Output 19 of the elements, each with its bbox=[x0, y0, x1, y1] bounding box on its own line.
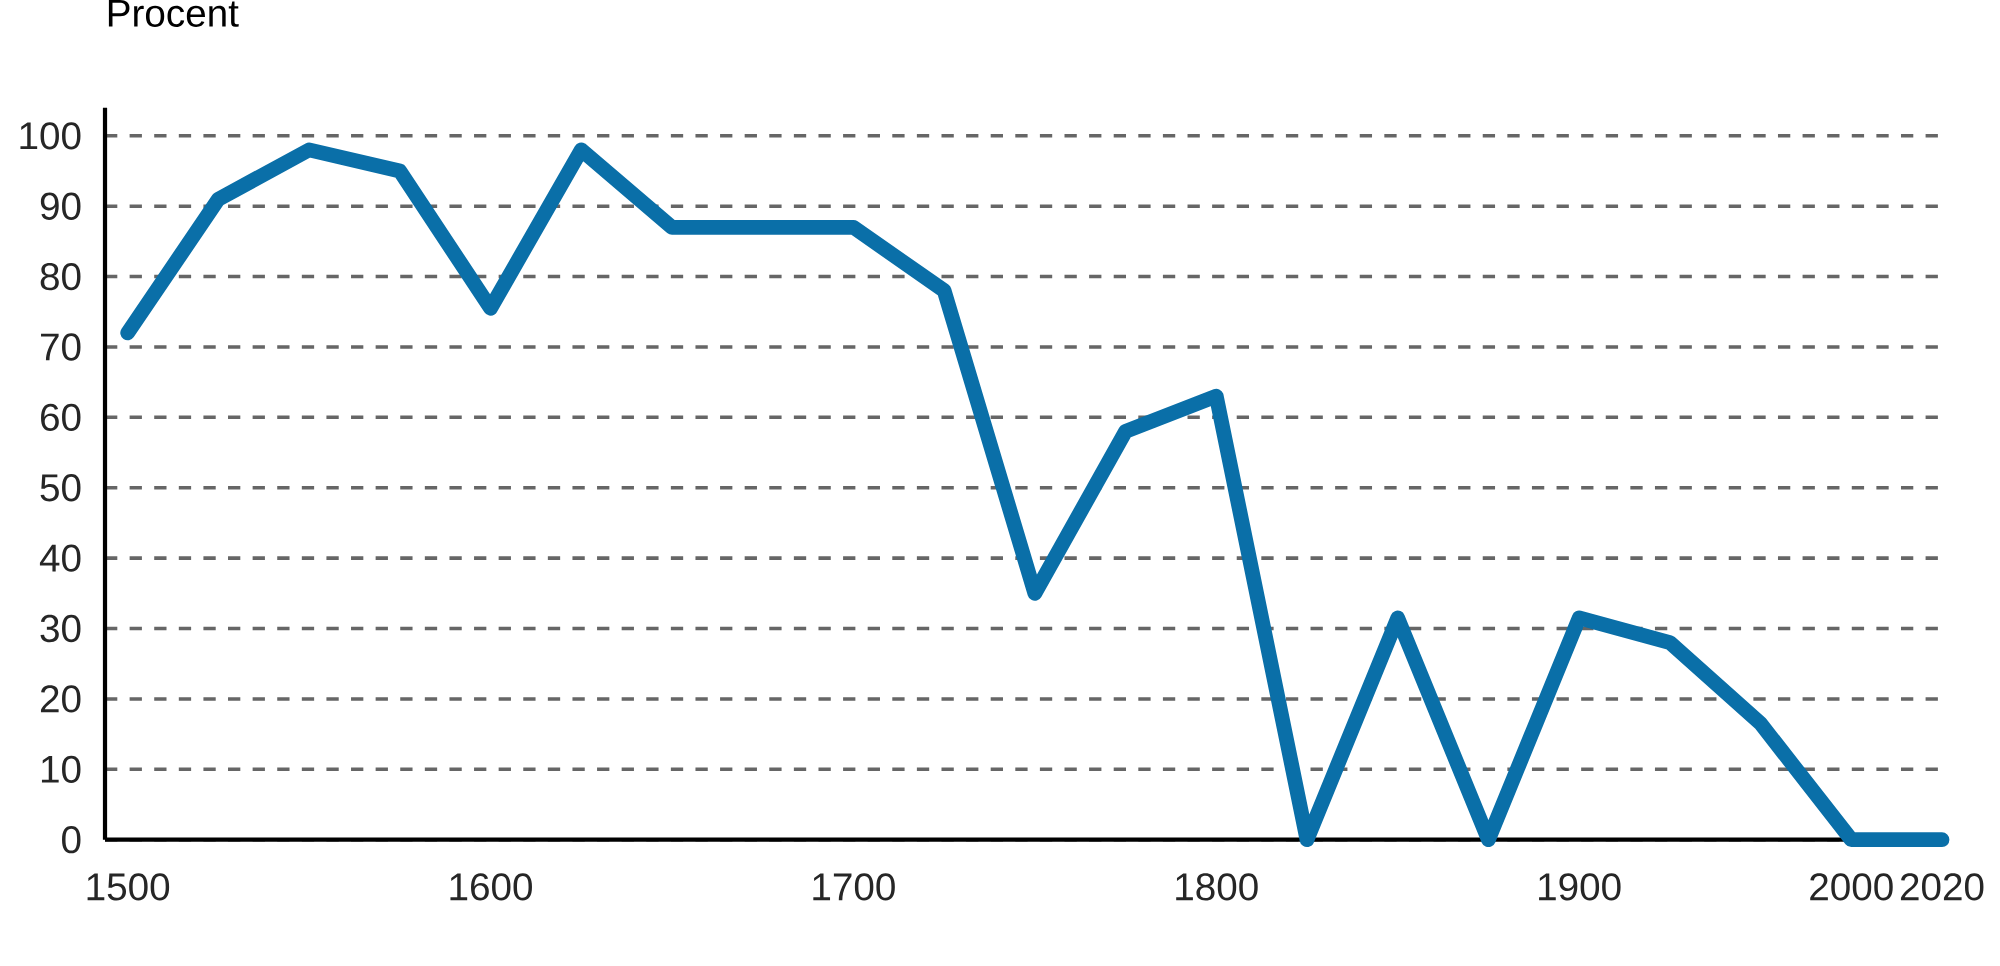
y-tick-label: 70 bbox=[41, 333, 81, 361]
x-tick-label: 1800 bbox=[1176, 873, 1258, 901]
x-tick-label: 1900 bbox=[1539, 873, 1621, 901]
y-tick-label: 0 bbox=[62, 826, 81, 854]
y-tick-label: 10 bbox=[41, 755, 81, 784]
y-axis-title: Procent bbox=[108, 0, 239, 28]
y-tick-label: 30 bbox=[40, 615, 81, 643]
x-tick-label: 1700 bbox=[813, 873, 895, 901]
y-tick-label: 100 bbox=[20, 122, 81, 150]
y-tick-label: 20 bbox=[40, 685, 81, 713]
y-tick-label: 90 bbox=[40, 192, 81, 221]
x-tick-label: 1500 bbox=[87, 873, 170, 901]
x-tick-label: 1600 bbox=[450, 873, 532, 901]
x-tick-label: 2000 bbox=[1810, 873, 1893, 901]
y-tick-label: 50 bbox=[40, 474, 81, 502]
y-tick-label: 80 bbox=[40, 263, 81, 291]
x-tick-label: 2020 bbox=[1900, 873, 1984, 901]
y-tick-label: 60 bbox=[41, 403, 81, 432]
y-tick-label: 40 bbox=[39, 544, 81, 572]
